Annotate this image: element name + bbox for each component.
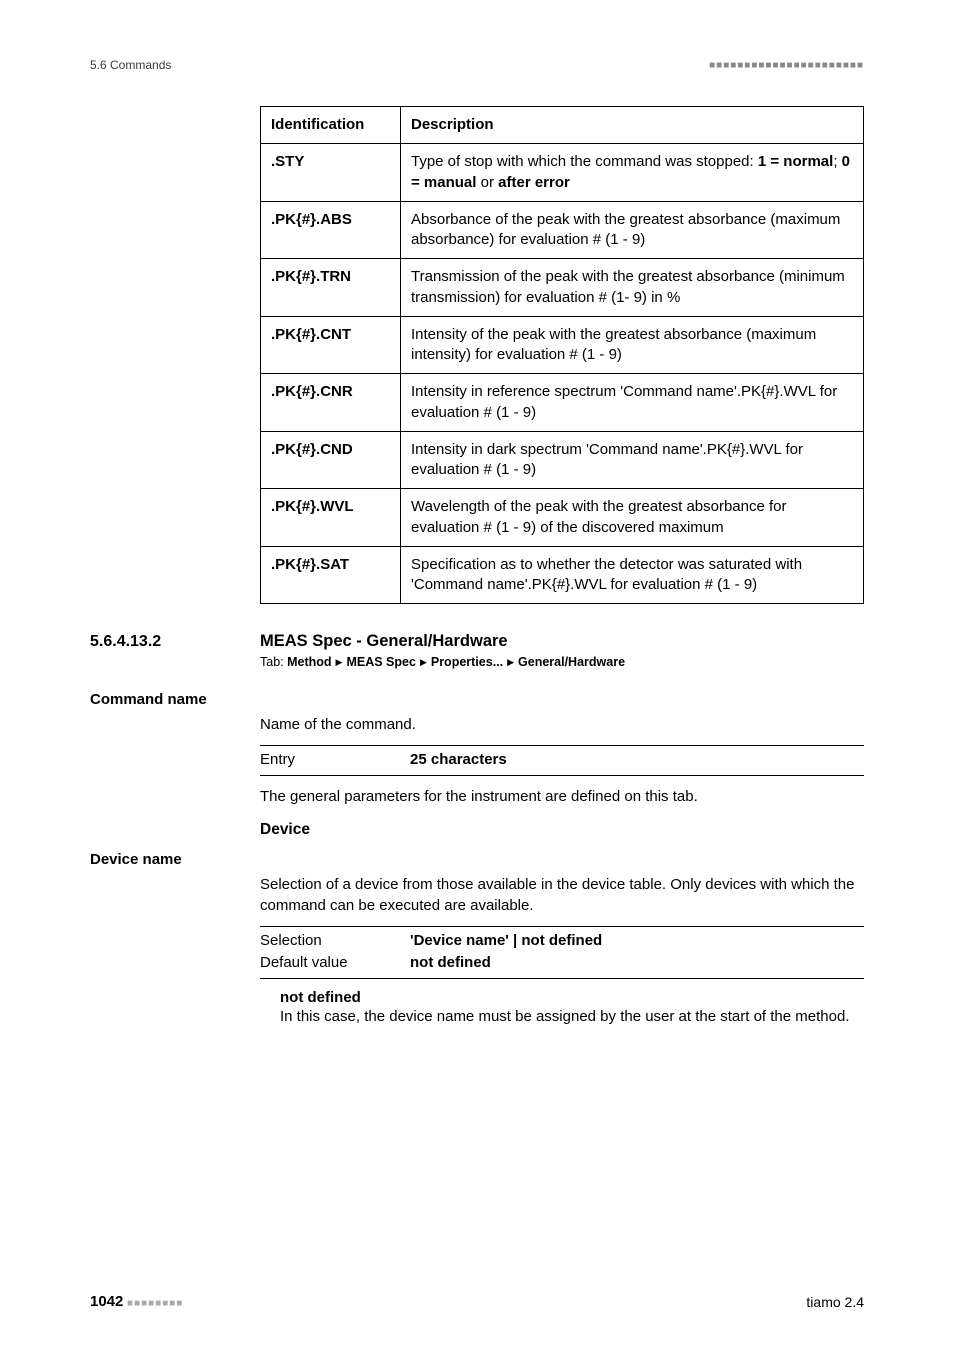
entry-val: 25 characters [410, 749, 507, 772]
page-header: 5.6 Commands ■■■■■■■■■■■■■■■■■■■■■■ [90, 58, 864, 72]
cell-desc: Absorbance of the peak with the greatest… [401, 201, 864, 259]
entry-key: Entry [260, 749, 410, 772]
identification-table-wrap: Identification Description .STY Type of … [90, 106, 864, 604]
not-defined-label: not defined [280, 989, 864, 1006]
default-val: not defined [410, 952, 491, 975]
cell-desc: Intensity in dark spectrum 'Command name… [401, 431, 864, 489]
table-row: .PK{#}.CNR Intensity in reference spectr… [261, 374, 864, 432]
command-name-desc: Name of the command. [260, 714, 864, 735]
table-row: .PK{#}.CNT Intensity of the peak with th… [261, 316, 864, 374]
device-name-desc: Selection of a device from those availab… [260, 874, 864, 916]
cell-desc: Intensity of the peak with the greatest … [401, 316, 864, 374]
table-header-row: Identification Description [261, 107, 864, 144]
not-defined-block: not defined In this case, the device nam… [260, 989, 864, 1027]
not-defined-text: In this case, the device name must be as… [280, 1006, 864, 1027]
footer-dots: ■■■■■■■■ [127, 1298, 183, 1309]
command-name-entry-block: Entry 25 characters [260, 745, 864, 776]
cell-desc: Intensity in reference spectrum 'Command… [401, 374, 864, 432]
table-row: .STY Type of stop with which the command… [261, 144, 864, 202]
tab-breadcrumb: Tab: Method▶MEAS Spec▶Properties...▶Gene… [260, 655, 864, 669]
device-heading: Device [260, 821, 864, 839]
section-title: MEAS Spec - General/Hardware [260, 632, 508, 651]
cell-id: .PK{#}.CND [261, 431, 401, 489]
command-name-note: The general parameters for the instrumen… [260, 786, 864, 807]
tab-item: Properties... [431, 655, 503, 669]
cell-id: .PK{#}.WVL [261, 489, 401, 547]
tab-item: MEAS Spec [346, 655, 415, 669]
header-section-ref: 5.6 Commands [90, 58, 171, 72]
cell-id: .PK{#}.CNT [261, 316, 401, 374]
identification-table: Identification Description .STY Type of … [260, 106, 864, 604]
table-row: .PK{#}.WVL Wavelength of the peak with t… [261, 489, 864, 547]
table-row: .PK{#}.ABS Absorbance of the peak with t… [261, 201, 864, 259]
page-footer: 1042 ■■■■■■■■ tiamo 2.4 [90, 1293, 864, 1310]
selection-val: 'Device name' | not defined [410, 930, 602, 953]
cell-id: .PK{#}.SAT [261, 546, 401, 604]
cell-desc: Specification as to whether the detector… [401, 546, 864, 604]
header-dots: ■■■■■■■■■■■■■■■■■■■■■■ [709, 60, 864, 71]
triangle-icon: ▶ [336, 657, 343, 668]
section-heading: 5.6.4.13.2 MEAS Spec - General/Hardware [90, 632, 864, 651]
col-identification: Identification [261, 107, 401, 144]
product-name: tiamo 2.4 [806, 1294, 864, 1310]
section-number: 5.6.4.13.2 [90, 633, 260, 651]
default-key: Default value [260, 952, 410, 975]
cell-id: .PK{#}.CNR [261, 374, 401, 432]
col-description: Description [401, 107, 864, 144]
cell-id: .STY [261, 144, 401, 202]
tab-prefix: Tab: [260, 655, 287, 669]
cell-id: .PK{#}.ABS [261, 201, 401, 259]
page-number: 1042 [90, 1293, 123, 1310]
cell-desc: Wavelength of the peak with the greatest… [401, 489, 864, 547]
tab-item: Method [287, 655, 331, 669]
cell-desc: Transmission of the peak with the greate… [401, 259, 864, 317]
table-row: .PK{#}.TRN Transmission of the peak with… [261, 259, 864, 317]
cell-id: .PK{#}.TRN [261, 259, 401, 317]
tab-item: General/Hardware [518, 655, 625, 669]
device-name-label: Device name [90, 851, 864, 868]
device-name-kv-block: Selection 'Device name' | not defined De… [260, 926, 864, 979]
footer-left: 1042 ■■■■■■■■ [90, 1293, 183, 1310]
command-name-label: Command name [90, 691, 864, 708]
triangle-icon: ▶ [507, 657, 514, 668]
cell-desc: Type of stop with which the command was … [401, 144, 864, 202]
table-row: .PK{#}.CND Intensity in dark spectrum 'C… [261, 431, 864, 489]
table-row: .PK{#}.SAT Specification as to whether t… [261, 546, 864, 604]
selection-key: Selection [260, 930, 410, 953]
triangle-icon: ▶ [420, 657, 427, 668]
